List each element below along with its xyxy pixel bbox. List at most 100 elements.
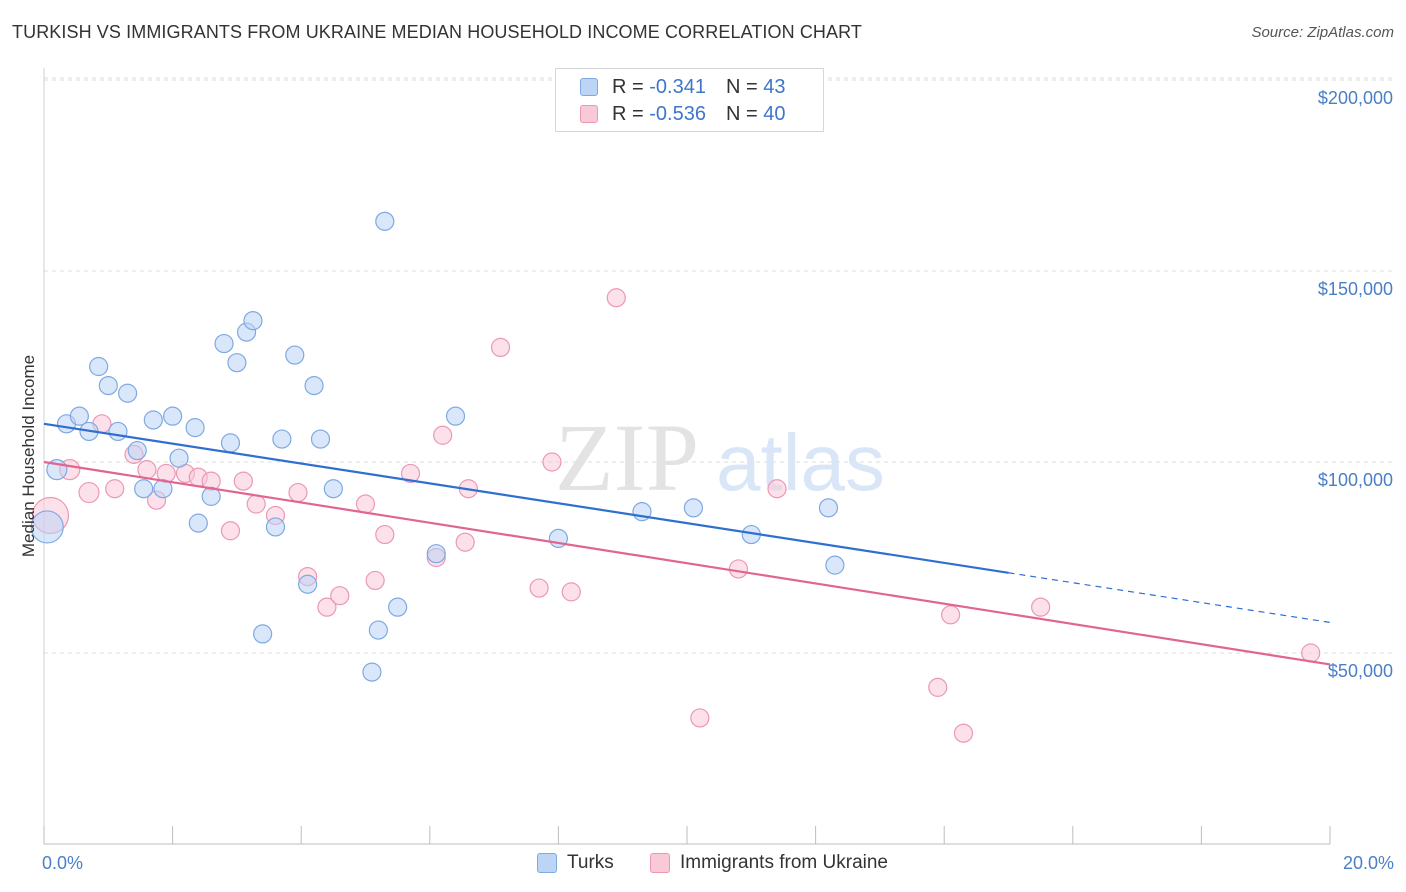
legend-row-ukraine: R = -0.536 N = 40 — [580, 102, 785, 126]
ukraine-point — [233, 471, 253, 491]
turks-point — [134, 479, 154, 499]
x-ticks — [43, 826, 1331, 844]
trend-lines — [43, 422, 1331, 666]
turks-point — [298, 574, 318, 594]
ukraine-point — [953, 723, 974, 743]
ukraine-legend-label: Immigrants from Ukraine — [680, 852, 888, 873]
ukraine-point — [317, 597, 337, 617]
turks-point — [445, 406, 466, 426]
bottom-legend-ukraine: Immigrants from Ukraine — [650, 852, 888, 874]
ukraine-point — [105, 479, 125, 499]
watermark: ZIP atlas — [555, 404, 885, 511]
turks-point — [30, 510, 64, 544]
ukraine-point — [365, 570, 385, 591]
turks-point — [323, 479, 343, 499]
ukraine-point — [690, 708, 710, 728]
turks-point — [243, 311, 263, 331]
turks-legend-label: Turks — [567, 852, 614, 873]
turks-trend-extension — [1008, 572, 1331, 624]
y-tick-label: $200,000 — [1318, 88, 1393, 108]
watermark-atlas: atlas — [716, 418, 885, 507]
turks-point — [214, 333, 234, 354]
ukraine-point — [606, 288, 626, 308]
turks-point — [285, 345, 305, 365]
turks-trend-line — [43, 422, 1009, 574]
turks-point — [89, 356, 109, 377]
y-tick-label: $150,000 — [1318, 279, 1393, 299]
turks-legend-swatch — [537, 853, 557, 873]
turks-point — [227, 353, 247, 373]
watermark-zip: ZIP — [555, 404, 699, 511]
turks-point — [426, 544, 446, 564]
ukraine-point — [490, 337, 511, 357]
ukraine-point — [542, 452, 562, 472]
ukraine-point — [355, 494, 376, 514]
ukraine-point — [1301, 643, 1321, 663]
turks-point — [98, 376, 118, 396]
y-tick-label: $50,000 — [1328, 661, 1393, 681]
turks-point — [265, 517, 286, 537]
turks-point — [368, 620, 388, 640]
ukraine-point — [529, 578, 549, 598]
ukraine-legend-swatch — [650, 853, 670, 873]
turks-point — [825, 555, 845, 575]
turks-point — [143, 410, 163, 430]
ukraine-point — [455, 532, 475, 552]
legend-row-turks: R = -0.341 N = 43 — [580, 75, 785, 99]
grid-lines — [44, 77, 1394, 654]
turks-point — [163, 406, 183, 426]
ukraine-point — [767, 479, 787, 499]
legend-r-value: -0.341 — [649, 75, 706, 98]
turks-point — [310, 429, 331, 449]
ukraine-swatch — [580, 105, 598, 123]
turks-point — [127, 440, 147, 461]
turks-point — [108, 421, 128, 442]
turks-swatch — [580, 78, 598, 96]
legend-r-label: R = — [612, 75, 644, 98]
turks-point — [304, 376, 324, 396]
turks-point — [220, 433, 241, 453]
legend-n-value: 40 — [763, 102, 786, 125]
ukraine-point — [941, 605, 961, 625]
ukraine-point — [137, 460, 157, 480]
source-credit: Source: ZipAtlas.com — [1251, 24, 1394, 41]
turks-point — [683, 498, 704, 518]
ukraine-point — [400, 463, 421, 484]
turks-point — [388, 597, 408, 617]
legend-r-value: -0.536 — [649, 102, 706, 125]
turks-points — [30, 211, 845, 682]
turks-point — [188, 513, 208, 533]
y-tick-labels: $50,000 $100,000 $150,000 $200,000 — [1318, 88, 1393, 681]
y-axis-title: Median Household Income — [19, 355, 38, 557]
turks-point — [169, 448, 189, 468]
turks-point — [69, 406, 89, 426]
bottom-legend-turks: Turks — [537, 852, 614, 874]
ukraine-point — [288, 482, 308, 503]
turks-point — [253, 624, 273, 644]
ukraine-point — [330, 586, 350, 606]
x-tick-label-max: 20.0% — [1343, 853, 1394, 873]
turks-point — [362, 662, 382, 682]
ukraine-point — [433, 425, 453, 445]
ukraine-point — [928, 677, 948, 697]
ukraine-point — [246, 494, 266, 514]
ukraine-points — [31, 288, 1321, 743]
y-tick-label: $100,000 — [1318, 470, 1393, 490]
legend-r-label: R = — [612, 102, 644, 125]
turks-point — [117, 383, 138, 403]
ukraine-point — [78, 481, 100, 504]
ukraine-point — [561, 582, 581, 602]
turks-point — [818, 498, 839, 518]
ukraine-point — [375, 524, 395, 545]
ukraine-point — [220, 521, 241, 541]
ukraine-point — [728, 559, 749, 579]
legend-n-label: N = — [725, 75, 758, 98]
turks-point — [272, 429, 292, 449]
correlation-legend: R = -0.341 N = 43 R = -0.536 N = 40 — [555, 68, 824, 132]
turks-point — [185, 418, 205, 438]
chart-title: TURKISH VS IMMIGRANTS FROM UKRAINE MEDIA… — [12, 22, 863, 42]
ukraine-point — [1031, 597, 1051, 617]
legend-n-label: N = — [725, 102, 758, 125]
turks-point — [375, 211, 395, 231]
